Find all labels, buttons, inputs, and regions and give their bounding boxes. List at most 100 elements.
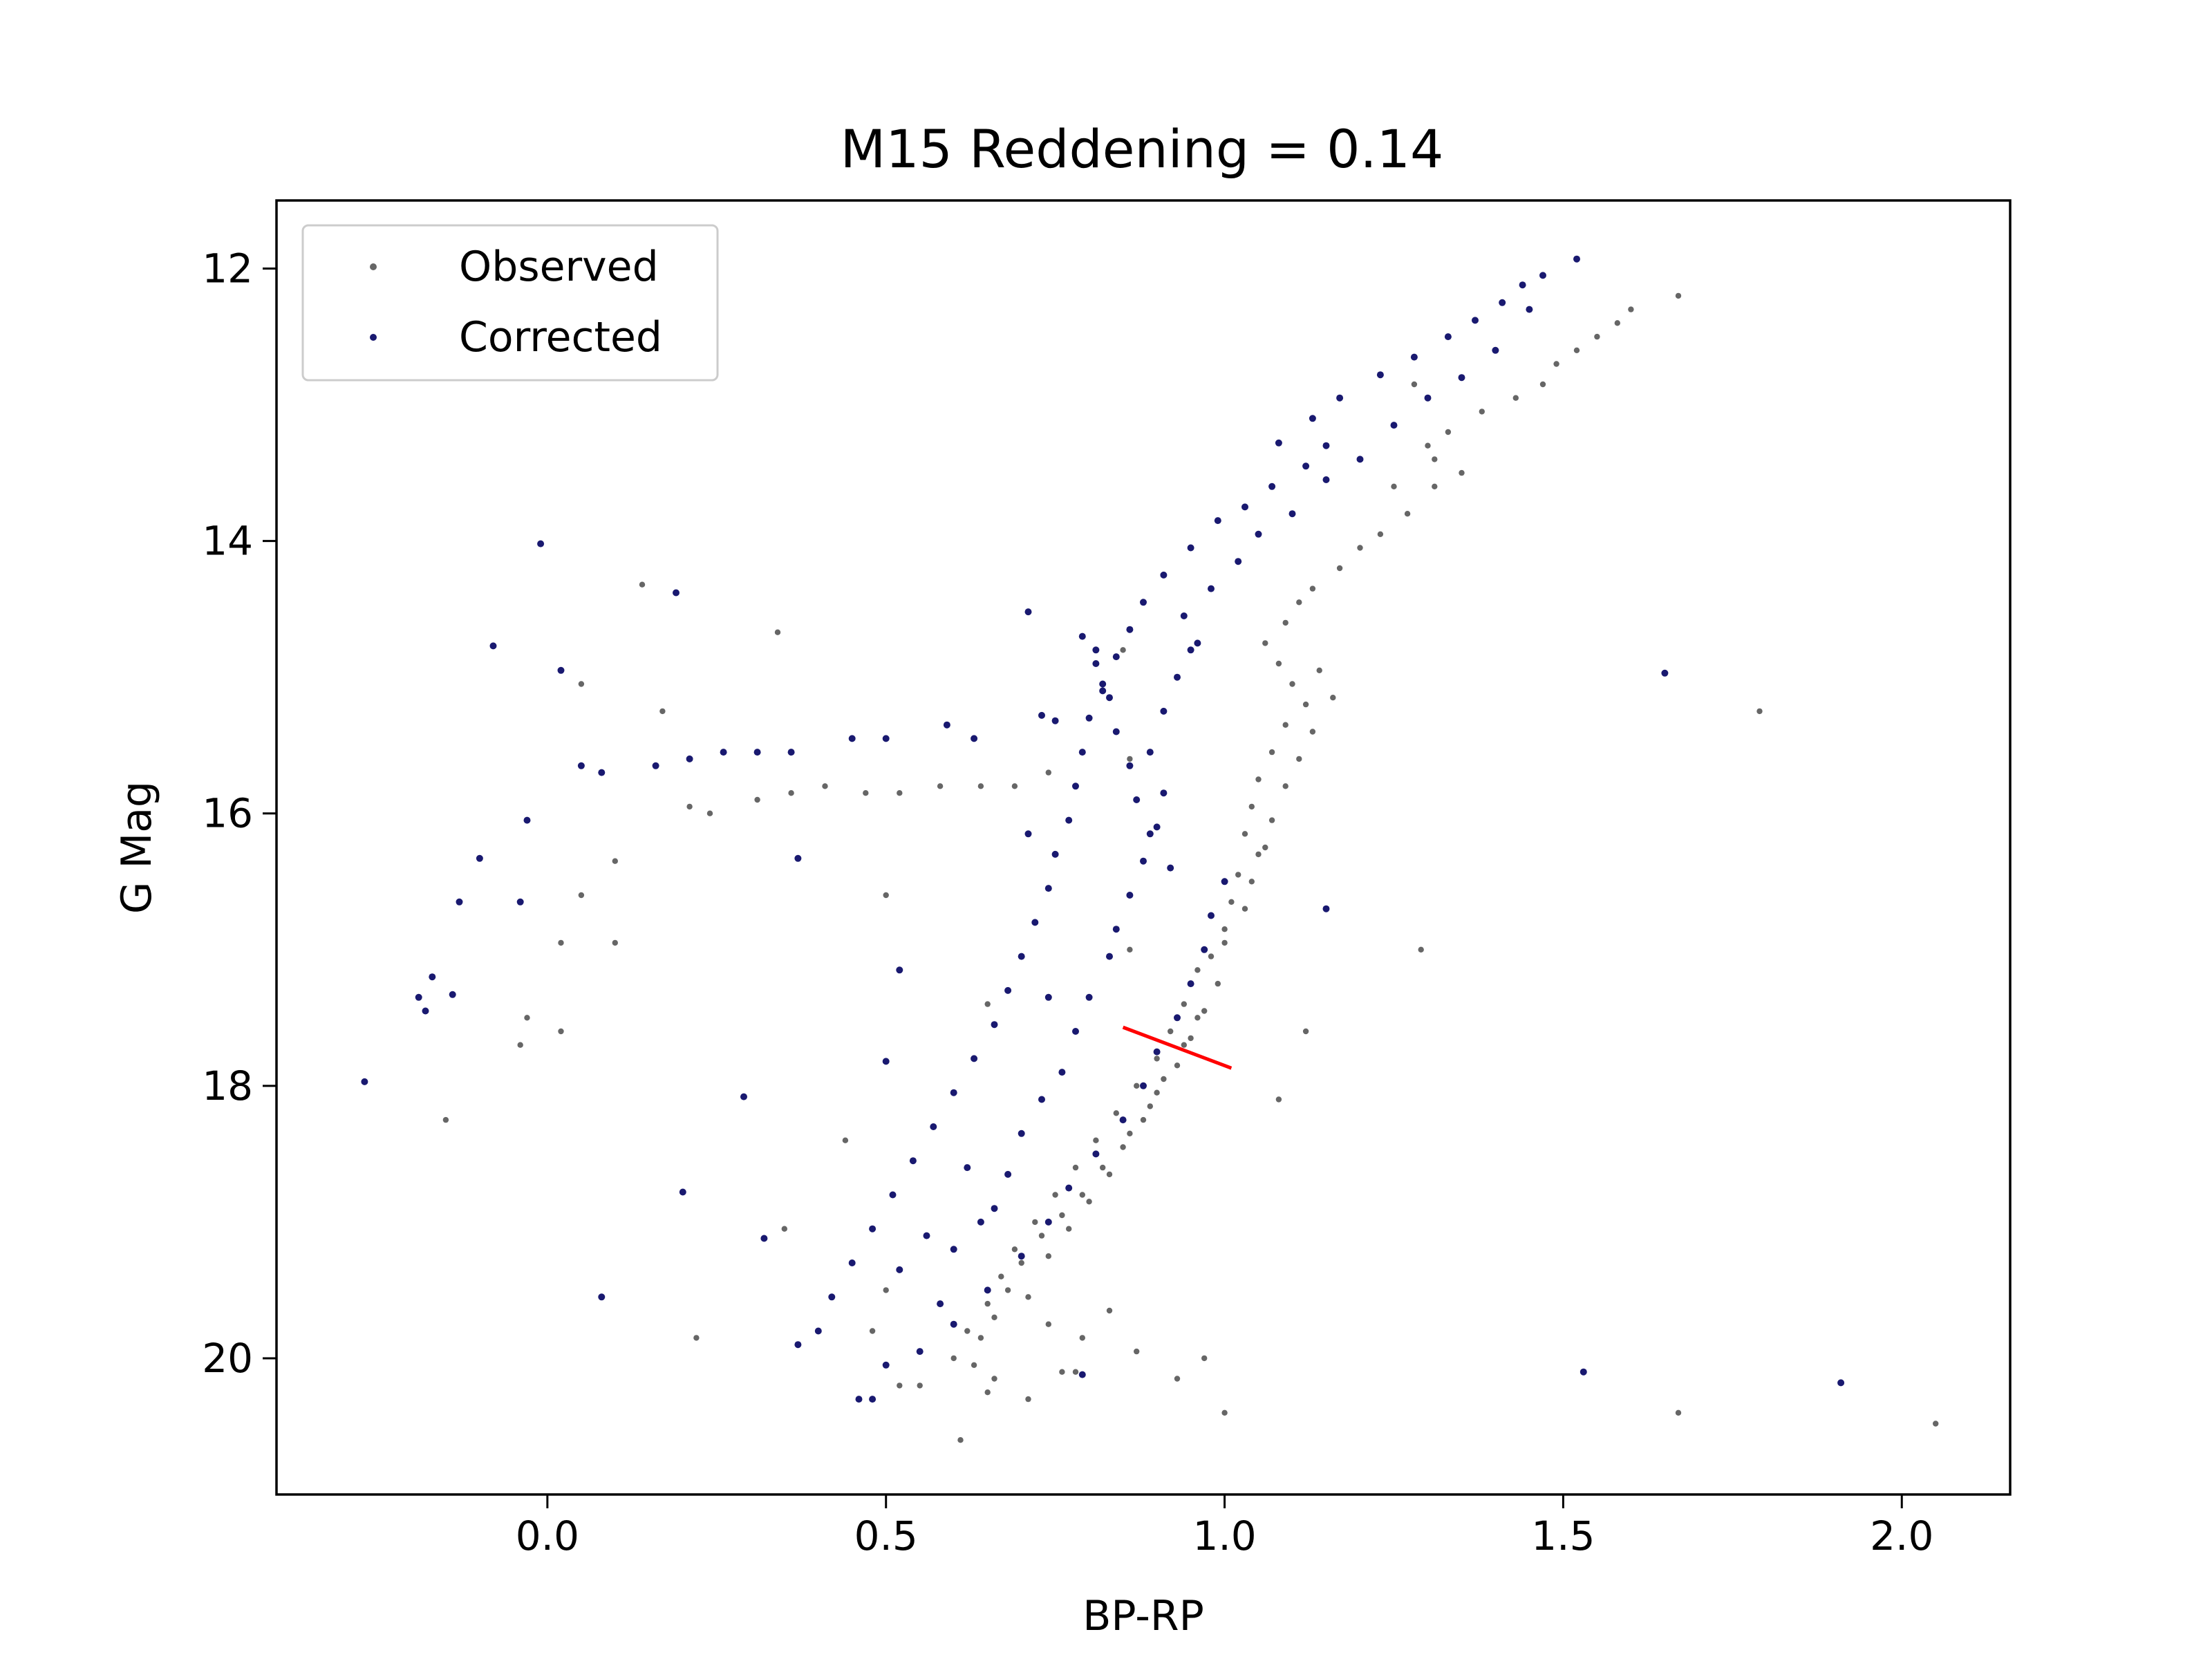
point-observed (822, 783, 828, 789)
point-observed (1072, 1164, 1079, 1171)
point-corrected (1519, 281, 1526, 289)
point-corrected (1160, 707, 1168, 715)
point-observed (1539, 381, 1546, 388)
point-corrected (1255, 530, 1262, 538)
point-observed (706, 810, 713, 816)
point-observed (977, 783, 984, 789)
point-observed (1432, 483, 1438, 489)
x-axis-label: BP-RP (1082, 1592, 1204, 1640)
point-corrected (1322, 905, 1330, 912)
point-corrected (937, 1300, 944, 1308)
x-tick-label: 0.5 (854, 1512, 918, 1559)
point-corrected (943, 721, 950, 729)
point-corrected (869, 1225, 877, 1232)
point-observed (1174, 1062, 1181, 1069)
point-corrected (1160, 789, 1168, 797)
point-observed (1134, 1082, 1140, 1089)
point-observed (1255, 851, 1262, 858)
point-observed (1432, 456, 1438, 462)
point-corrected (1241, 503, 1248, 511)
chart-title: M15 Reddening = 0.14 (841, 118, 1444, 180)
point-observed (578, 892, 585, 899)
point-corrected (1018, 1130, 1025, 1137)
point-observed (1201, 1355, 1208, 1362)
point-observed (1181, 1001, 1188, 1007)
point-observed (1459, 469, 1465, 476)
plot-area (361, 255, 1939, 1443)
legend-marker-corrected (370, 334, 377, 341)
point-observed (612, 939, 618, 946)
point-corrected (1112, 653, 1120, 661)
point-corrected (557, 666, 565, 674)
point-corrected (794, 854, 802, 862)
point-corrected (523, 816, 531, 824)
point-observed (1357, 545, 1363, 551)
point-corrected (516, 898, 524, 906)
point-observed (774, 629, 781, 635)
point-corrected (1288, 510, 1296, 518)
point-corrected (1146, 749, 1154, 756)
point-corrected (1078, 749, 1086, 756)
point-corrected (489, 642, 497, 650)
point-observed (883, 1287, 889, 1293)
x-tick-label: 1.5 (1531, 1512, 1595, 1559)
point-corrected (598, 1293, 606, 1301)
point-corrected (1499, 299, 1506, 306)
point-observed (1228, 899, 1235, 906)
point-observed (1221, 1409, 1228, 1416)
point-corrected (740, 1093, 747, 1100)
point-corrected (1099, 687, 1107, 695)
y-tick-label: 18 (202, 1062, 253, 1109)
point-corrected (1661, 669, 1669, 677)
point-observed (1025, 1294, 1031, 1300)
point-observed (1268, 749, 1275, 756)
point-corrected (1194, 639, 1201, 647)
point-corrected (1092, 1150, 1100, 1158)
point-corrected (950, 1246, 957, 1253)
point-corrected (1112, 926, 1120, 933)
point-observed (1154, 1089, 1160, 1096)
point-observed (1045, 1253, 1052, 1259)
point-corrected (950, 1320, 957, 1328)
point-corrected (889, 1191, 897, 1199)
point-observed (1188, 1035, 1194, 1042)
point-corrected (1208, 912, 1215, 919)
point-corrected (1153, 1048, 1161, 1056)
point-corrected (1051, 850, 1059, 858)
point-corrected (1146, 830, 1154, 838)
point-observed (883, 892, 889, 899)
point-corrected (686, 755, 693, 762)
point-observed (1025, 1396, 1031, 1403)
point-observed (917, 1382, 923, 1389)
point-observed (1045, 1321, 1052, 1327)
point-corrected (814, 1327, 822, 1335)
point-corrected (828, 1293, 836, 1301)
point-observed (1296, 756, 1302, 762)
point-observed (1330, 695, 1336, 701)
point-observed (863, 790, 869, 796)
point-corrected (1044, 1218, 1052, 1226)
point-corrected (1322, 442, 1330, 449)
point-corrected (855, 1396, 863, 1403)
point-observed (1404, 511, 1411, 517)
point-corrected (794, 1341, 802, 1349)
point-observed (1512, 395, 1519, 401)
point-corrected (1078, 1371, 1086, 1378)
point-observed (1221, 939, 1228, 946)
point-corrected (1126, 892, 1134, 899)
point-corrected (964, 1164, 971, 1172)
point-observed (1275, 1096, 1282, 1103)
point-corrected (1174, 673, 1181, 681)
point-observed (1628, 306, 1634, 312)
point-corrected (753, 749, 761, 756)
point-observed (1011, 783, 1018, 789)
point-corrected (882, 735, 890, 742)
point-observed (1215, 980, 1221, 987)
point-corrected (1302, 462, 1310, 470)
point-corrected (1038, 1096, 1045, 1103)
point-observed (1282, 783, 1288, 789)
y-tick-label: 12 (202, 245, 253, 292)
y-tick-label: 16 (202, 790, 253, 837)
point-corrected (1065, 1184, 1073, 1192)
point-corrected (1085, 714, 1093, 722)
